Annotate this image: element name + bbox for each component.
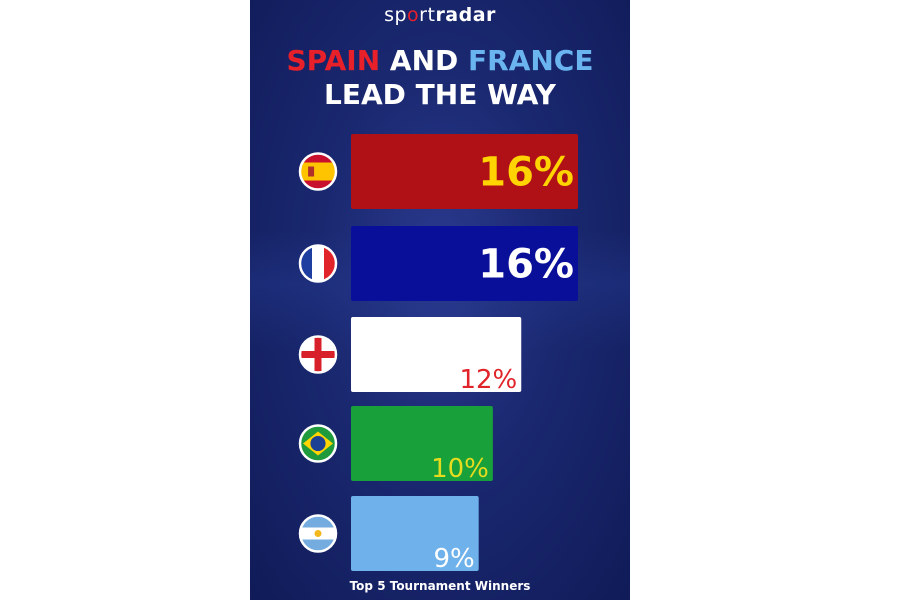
logo-part-sp: sp bbox=[384, 4, 408, 26]
logo-part-rt: rt bbox=[419, 4, 436, 26]
england-flag-icon bbox=[298, 335, 338, 374]
bar-label-france: 16% bbox=[478, 242, 574, 288]
logo-part-o: o bbox=[407, 4, 420, 26]
sportradar-logo: sportradar bbox=[250, 4, 630, 26]
france-flag-icon bbox=[298, 244, 338, 283]
headline-france: FRANCE bbox=[468, 44, 594, 77]
spain-flag-icon bbox=[298, 152, 338, 191]
chart-caption: Top 5 Tournament Winners bbox=[349, 579, 531, 593]
bar-label-spain: 16% bbox=[478, 150, 574, 196]
argentina-flag-icon bbox=[298, 514, 338, 553]
headline-line-2: LEAD THE WAY bbox=[324, 78, 556, 111]
bar-france bbox=[351, 226, 578, 301]
bar-spain bbox=[351, 134, 578, 209]
bar-argentina bbox=[351, 496, 479, 571]
logo-part-radar: radar bbox=[435, 4, 496, 26]
bar-england bbox=[351, 317, 522, 392]
bar-chart: 16% 16% 12% 10% 9% bbox=[298, 134, 578, 574]
bar-label-brazil: 10% bbox=[431, 454, 489, 484]
headline-and: AND bbox=[380, 44, 468, 77]
brazil-flag-icon bbox=[298, 424, 338, 463]
bar-label-argentina: 9% bbox=[433, 544, 474, 574]
infographic-panel: sportradar SPAIN AND FRANCE LEAD THE WAY… bbox=[250, 0, 630, 600]
headline: SPAIN AND FRANCE LEAD THE WAY bbox=[250, 44, 630, 112]
headline-line-1: SPAIN AND FRANCE bbox=[250, 44, 630, 78]
bar-brazil bbox=[351, 406, 493, 481]
bar-label-england: 12% bbox=[459, 365, 517, 395]
headline-spain: SPAIN bbox=[286, 44, 381, 77]
